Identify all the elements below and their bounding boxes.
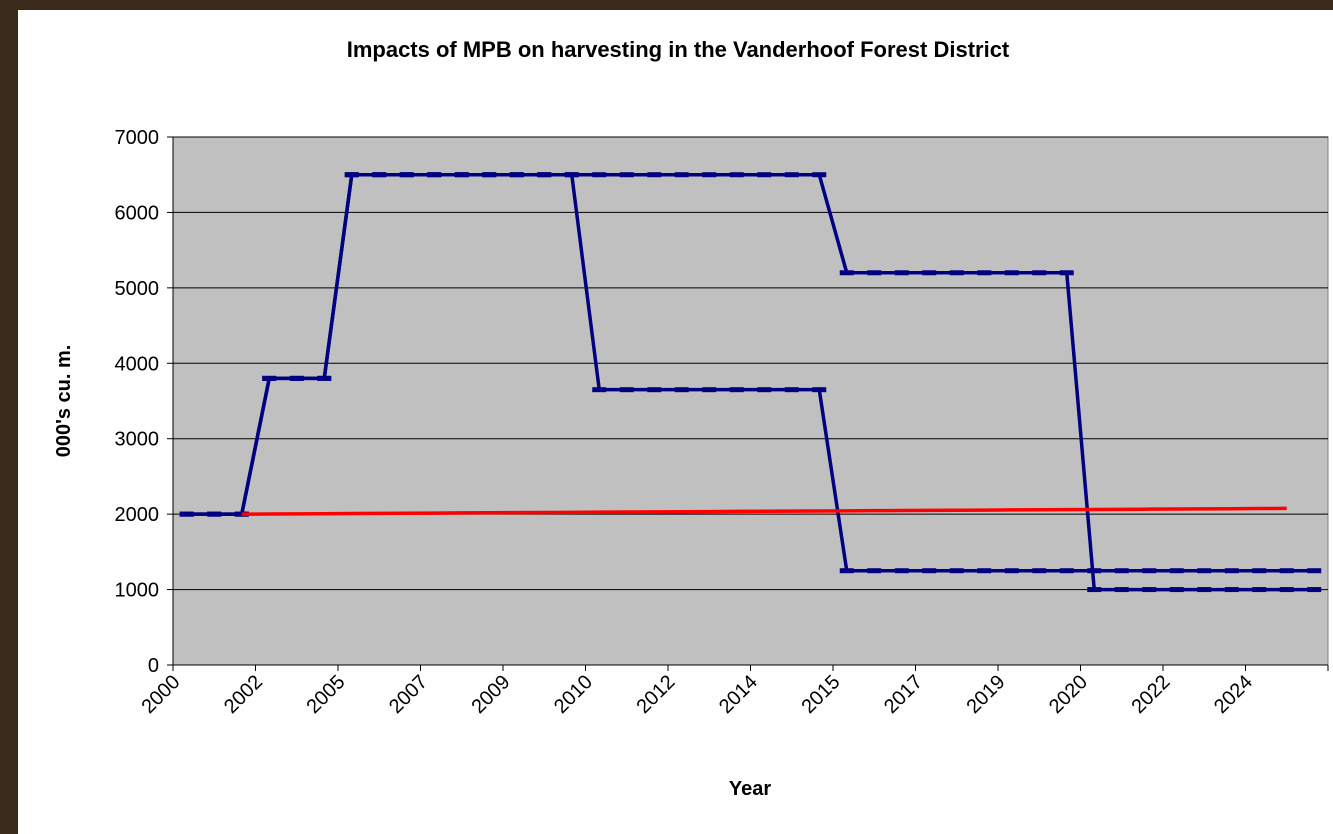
y-tick-label: 2000 (115, 504, 160, 526)
series-line (241, 506, 1287, 516)
y-tick-label: 7000 (115, 127, 160, 149)
plot-area (172, 136, 1329, 666)
y-tick-label: 3000 (115, 429, 160, 451)
y-axis-title: 000's cu. m. (53, 345, 75, 458)
x-axis-title: Year (729, 778, 771, 800)
y-tick-label: 0 (148, 655, 159, 677)
y-tick-label: 4000 (115, 353, 160, 375)
y-tick-label: 6000 (115, 202, 160, 224)
chart-title: Impacts of MPB on harvesting in the Vand… (347, 37, 1010, 62)
y-tick-label: 5000 (115, 278, 160, 300)
y-tick-label: 1000 (115, 580, 160, 602)
